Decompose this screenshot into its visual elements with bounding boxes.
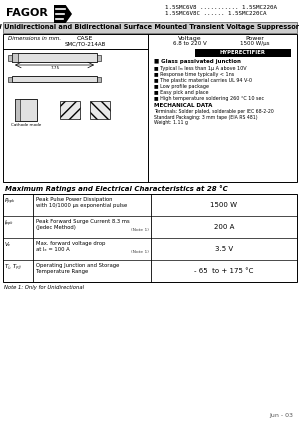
Text: 3.5 V: 3.5 V (215, 246, 233, 252)
Bar (12, 53, 97, 62)
Text: 7.75: 7.75 (50, 65, 60, 70)
Bar (8, 54, 12, 60)
Text: Tⱼ, Tₚⱼⱼ: Tⱼ, Tₚⱼⱼ (5, 264, 21, 269)
Text: Maximum Ratings and Electrical Characteristics at 28 °C: Maximum Ratings and Electrical Character… (5, 185, 228, 192)
Text: Pₚₚₖ: Pₚₚₖ (5, 198, 16, 203)
Text: (Jedec Method): (Jedec Method) (36, 225, 76, 230)
Text: - 65  to + 175 °C: - 65 to + 175 °C (194, 268, 254, 274)
Text: 200 A: 200 A (214, 224, 234, 230)
Bar (12, 53, 18, 62)
Text: 1500 W: 1500 W (211, 202, 238, 208)
Bar (15, 99, 20, 121)
Text: Iₚₚₖ: Iₚₚₖ (5, 220, 14, 225)
Text: Terminals: Solder plated, solderable per IEC 68-2-20: Terminals: Solder plated, solderable per… (154, 109, 274, 114)
Bar (60, 101, 80, 119)
Text: ■ The plastic material carries UL 94 V-0: ■ The plastic material carries UL 94 V-0 (154, 78, 252, 83)
Text: (Note 1): (Note 1) (131, 228, 149, 232)
Text: Standard Packaging: 3 mm tape (EIA RS 481): Standard Packaging: 3 mm tape (EIA RS 48… (154, 114, 258, 119)
Text: ■ Response time typically < 1ns: ■ Response time typically < 1ns (154, 72, 234, 77)
Text: Operating Junction and Storage: Operating Junction and Storage (36, 263, 119, 268)
Bar (90, 101, 110, 119)
Bar (8, 76, 12, 82)
Bar (97, 76, 101, 82)
Bar (97, 54, 101, 60)
Bar (3, 34, 297, 182)
Text: Jun - 03: Jun - 03 (269, 413, 293, 418)
Text: Note 1: Only for Unidirectional: Note 1: Only for Unidirectional (4, 285, 84, 290)
Text: Peak Forward Surge Current 8.3 ms: Peak Forward Surge Current 8.3 ms (36, 219, 130, 224)
Text: 1500 W/μs: 1500 W/μs (240, 41, 270, 46)
Text: ■ Low profile package: ■ Low profile package (154, 84, 209, 89)
Text: ■ Typical Iₘ less than 1μ A above 10V: ■ Typical Iₘ less than 1μ A above 10V (154, 66, 247, 71)
Text: 6.8 to 220 V: 6.8 to 220 V (173, 41, 207, 46)
Text: 1.5SMC6V8 ........... 1.5SMC220A: 1.5SMC6V8 ........... 1.5SMC220A (165, 5, 277, 10)
Text: Power: Power (246, 36, 264, 41)
Text: Vₑ: Vₑ (5, 242, 11, 247)
Bar (3, 194, 297, 282)
Text: at Iₑ = 100 A: at Iₑ = 100 A (36, 247, 70, 252)
Text: Cathode mode: Cathode mode (11, 123, 41, 127)
Text: ■ Glass passivated junction: ■ Glass passivated junction (154, 59, 241, 64)
Text: (Note 1): (Note 1) (131, 250, 149, 254)
Text: Dimensions in mm.: Dimensions in mm. (8, 36, 61, 41)
Text: Weight: 1.11 g: Weight: 1.11 g (154, 120, 188, 125)
Text: SMC/TO-214AB: SMC/TO-214AB (64, 41, 106, 46)
Text: Peak Pulse Power Dissipation: Peak Pulse Power Dissipation (36, 197, 112, 202)
Polygon shape (54, 5, 72, 23)
Text: CASE: CASE (77, 36, 93, 41)
Bar (12, 76, 97, 82)
Text: 1500 W Unidirectional and Bidirectional Surface Mounted Transient Voltage Suppre: 1500 W Unidirectional and Bidirectional … (0, 23, 300, 29)
Text: MECHANICAL DATA: MECHANICAL DATA (154, 103, 212, 108)
Bar (15, 99, 37, 121)
Text: with 10/1000 μs exponential pulse: with 10/1000 μs exponential pulse (36, 203, 127, 208)
Text: ■ Easy pick and place: ■ Easy pick and place (154, 90, 208, 95)
Text: ■ High temperature soldering 260 °C 10 sec: ■ High temperature soldering 260 °C 10 s… (154, 96, 264, 101)
Text: Voltage: Voltage (178, 36, 202, 41)
Text: Max. forward voltage drop: Max. forward voltage drop (36, 241, 105, 246)
Text: FAGOR: FAGOR (6, 8, 48, 18)
Bar (3, 22, 297, 33)
Text: 1.5SMC6V8C ...... 1.5SMC220CA: 1.5SMC6V8C ...... 1.5SMC220CA (165, 11, 266, 16)
Bar (195, 49, 291, 57)
Text: HYPERECTIFIER: HYPERECTIFIER (220, 50, 266, 55)
Text: Temperature Range: Temperature Range (36, 269, 88, 274)
